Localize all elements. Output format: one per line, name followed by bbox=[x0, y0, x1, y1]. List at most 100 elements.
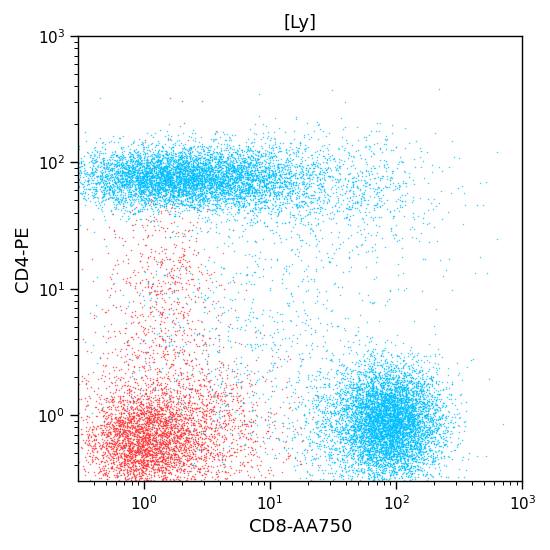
Point bbox=[233, 151, 242, 160]
Point bbox=[223, 447, 232, 456]
Point bbox=[81, 467, 90, 476]
Point bbox=[268, 228, 277, 237]
Point bbox=[168, 438, 177, 447]
Point bbox=[192, 196, 201, 205]
Point bbox=[254, 205, 263, 213]
Point bbox=[167, 390, 175, 399]
Point bbox=[328, 172, 337, 180]
Point bbox=[235, 391, 244, 400]
Point bbox=[112, 204, 120, 212]
Point bbox=[372, 407, 381, 416]
Point bbox=[116, 285, 124, 294]
Point bbox=[381, 416, 390, 425]
Point bbox=[119, 421, 128, 430]
Point bbox=[249, 148, 257, 157]
Point bbox=[172, 180, 181, 189]
Point bbox=[129, 423, 138, 432]
Point bbox=[119, 338, 128, 347]
Point bbox=[163, 458, 172, 466]
Point bbox=[151, 385, 160, 394]
Point bbox=[152, 410, 161, 419]
Point bbox=[399, 395, 408, 404]
Point bbox=[137, 206, 146, 215]
Point bbox=[189, 204, 198, 212]
Point bbox=[155, 438, 164, 447]
Point bbox=[388, 445, 397, 454]
Point bbox=[91, 178, 100, 187]
Point bbox=[200, 160, 209, 169]
Point bbox=[148, 197, 157, 206]
Point bbox=[219, 178, 228, 186]
Point bbox=[374, 405, 383, 414]
Point bbox=[431, 411, 439, 420]
Point bbox=[158, 455, 167, 464]
Point bbox=[184, 434, 192, 443]
Point bbox=[399, 405, 408, 414]
Point bbox=[411, 409, 420, 418]
Point bbox=[377, 443, 386, 452]
Point bbox=[141, 433, 150, 442]
Point bbox=[202, 171, 211, 180]
Point bbox=[112, 362, 120, 371]
Point bbox=[158, 424, 167, 432]
Point bbox=[394, 160, 403, 168]
Point bbox=[420, 402, 429, 410]
Point bbox=[141, 172, 150, 181]
Point bbox=[170, 203, 179, 212]
Point bbox=[273, 209, 282, 218]
Point bbox=[212, 192, 221, 201]
Point bbox=[118, 427, 127, 436]
Point bbox=[178, 396, 187, 405]
Point bbox=[239, 170, 248, 179]
Point bbox=[228, 161, 236, 169]
Point bbox=[416, 428, 425, 437]
Point bbox=[337, 182, 345, 191]
Point bbox=[390, 414, 399, 422]
Point bbox=[360, 400, 369, 409]
Point bbox=[160, 176, 168, 185]
Point bbox=[139, 178, 147, 187]
Point bbox=[108, 210, 117, 218]
Point bbox=[279, 180, 288, 189]
Point bbox=[227, 444, 235, 453]
Point bbox=[305, 432, 314, 441]
Point bbox=[129, 470, 138, 479]
Point bbox=[455, 154, 464, 163]
Point bbox=[394, 395, 403, 404]
Point bbox=[127, 182, 136, 191]
Point bbox=[146, 403, 155, 411]
Point bbox=[164, 175, 173, 184]
Point bbox=[402, 411, 411, 420]
Point bbox=[142, 158, 151, 167]
Point bbox=[394, 373, 403, 382]
Point bbox=[174, 178, 183, 186]
Point bbox=[372, 188, 381, 196]
Point bbox=[396, 414, 405, 422]
Point bbox=[421, 444, 430, 453]
Point bbox=[126, 172, 135, 181]
Point bbox=[172, 466, 180, 475]
Point bbox=[120, 475, 129, 483]
Point bbox=[261, 156, 270, 165]
Point bbox=[119, 421, 128, 430]
Point bbox=[441, 400, 450, 409]
Point bbox=[188, 430, 196, 439]
Point bbox=[146, 405, 155, 414]
Point bbox=[191, 433, 200, 442]
Point bbox=[389, 375, 398, 383]
Point bbox=[151, 449, 160, 458]
Point bbox=[451, 412, 460, 421]
Point bbox=[145, 172, 153, 181]
Point bbox=[363, 409, 372, 417]
Point bbox=[171, 424, 180, 432]
Point bbox=[153, 188, 162, 197]
Point bbox=[382, 408, 390, 417]
Point bbox=[364, 459, 372, 468]
Point bbox=[223, 420, 232, 428]
Point bbox=[197, 445, 206, 454]
Point bbox=[196, 158, 205, 167]
Point bbox=[134, 443, 142, 452]
Point bbox=[365, 396, 373, 405]
Point bbox=[189, 393, 197, 402]
Point bbox=[350, 395, 359, 404]
